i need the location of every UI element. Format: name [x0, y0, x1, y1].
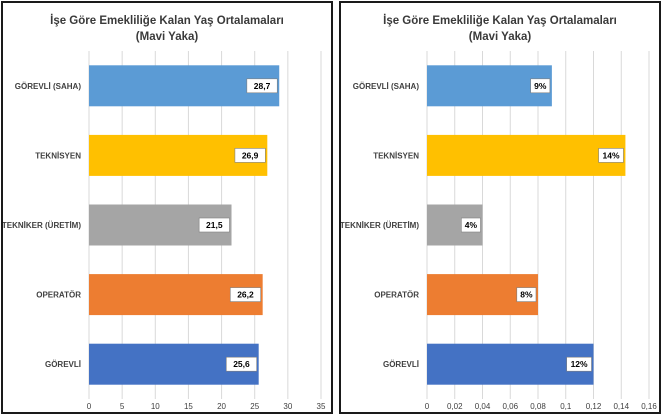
data-label-box	[566, 356, 592, 372]
data-label: 9%	[534, 81, 547, 91]
data-label-box	[246, 78, 278, 94]
chart-title-text: İşe Göre Emekliliğe Kalan Yaş Ortalamala…	[383, 15, 617, 27]
category-label: TEKNİSYEN	[373, 151, 419, 160]
x-tick-label: 0	[87, 402, 92, 411]
bar-chart-right: 0 0,02 0,04 0,06 0,08 0,1 0,12 0,14 0,16 GÖREVLİ …	[341, 51, 657, 411]
data-label: 25,6	[233, 359, 250, 369]
bar-chart-left: 0 5 10 15 20 25 30 35 GÖREVLİ (SAHA) 28,7 TEKNİSYE…	[3, 51, 326, 411]
data-label-box	[229, 287, 261, 302]
category-label: TEKNİKER (ÜRETİM)	[3, 221, 81, 230]
data-label: 14%	[603, 150, 620, 160]
x-tick-label: 0,04	[475, 402, 491, 411]
chart-title-left: İşe Göre Emekliliğe Kalan Yaş Ortalamala…	[3, 13, 331, 45]
category-label: TEKNİSYEN	[35, 151, 81, 160]
chart-panel-right: İşe Göre Emekliliğe Kalan Yaş Ortalamala…	[339, 1, 661, 414]
x-tick-label: 0,12	[586, 402, 602, 411]
data-label: 26,2	[237, 290, 254, 300]
x-tick-label: 0,16	[641, 402, 657, 411]
x-tick-label: 0,08	[530, 402, 546, 411]
chart-title-right: İşe Göre Emekliliğe Kalan Yaş Ortalamala…	[341, 13, 659, 45]
data-label-box	[516, 287, 537, 302]
bar	[427, 343, 594, 385]
category-label: GÖREVLİ	[383, 360, 419, 369]
data-label-box	[530, 78, 551, 94]
x-tick-label: 35	[317, 402, 326, 411]
chart-title-text: İşe Göre Emekliliğe Kalan Yaş Ortalamala…	[50, 15, 284, 27]
x-tick-label: 20	[217, 402, 226, 411]
x-tick-label: 30	[283, 402, 292, 411]
data-label: 4%	[465, 220, 478, 230]
category-label: OPERATÖR	[374, 291, 419, 300]
x-tick-label: 0,06	[502, 402, 518, 411]
category-label: GÖREVLİ (SAHA)	[353, 82, 420, 91]
category-label: GÖREVLİ	[45, 360, 81, 369]
x-tick-label: 15	[184, 402, 193, 411]
category-label: TEKNİKER (ÜRETİM)	[341, 221, 419, 230]
x-tick-label: 10	[151, 402, 160, 411]
chart-subtitle-text: (Mavi Yaka)	[468, 31, 532, 43]
chart-subtitle-text: (Mavi Yaka)	[135, 31, 199, 43]
data-label-box	[461, 217, 481, 233]
data-label: 8%	[520, 290, 533, 300]
data-label: 12%	[571, 359, 588, 369]
chart-panel-left: İşe Göre Emekliliğe Kalan Yaş Ortalamala…	[1, 1, 333, 414]
data-label-box	[198, 217, 230, 233]
category-label: GÖREVLİ (SAHA)	[15, 82, 82, 91]
data-label: 28,7	[254, 81, 271, 91]
x-tick-label: 25	[250, 402, 259, 411]
data-label-box	[225, 356, 257, 372]
data-label-box	[234, 148, 266, 163]
x-tick-label: 0,02	[447, 402, 463, 411]
category-label: OPERATÖR	[36, 291, 81, 300]
x-tick-label: 5	[120, 402, 125, 411]
data-label-box	[598, 148, 624, 163]
x-tick-label: 0,1	[560, 402, 572, 411]
x-tick-label: 0	[425, 402, 430, 411]
bar	[427, 134, 626, 176]
x-tick-label: 0,14	[613, 402, 629, 411]
data-label: 26,9	[242, 150, 259, 160]
data-label: 21,5	[206, 220, 223, 230]
